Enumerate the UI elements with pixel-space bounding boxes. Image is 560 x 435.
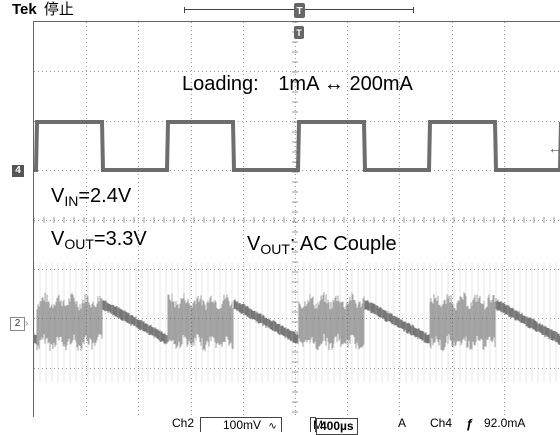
trigger-position-marker: T	[294, 3, 305, 18]
timebase-readout[interactable]: M 400µs	[310, 417, 358, 435]
scope-header: Tek 停止 T	[0, 0, 560, 20]
vout-annotation: VOUT=3.3V	[51, 228, 147, 252]
graticule	[34, 22, 559, 415]
delta-indicator: A	[398, 416, 407, 430]
loading-annotation: Loading: 1mA ↔ 200mA	[182, 73, 413, 95]
vout-ac-couple-annotation: VOUT: AC Couple	[247, 233, 397, 257]
rising-edge-icon: ƒ	[466, 416, 474, 431]
trigger-level-marker: T ←	[294, 26, 560, 156]
ch2-label: Ch2	[172, 416, 195, 430]
svg-text:←: ←	[548, 140, 560, 156]
readout-bar: Ch2 100mV ∿ M 400µs A Ch4 ƒ 92.0mA	[0, 416, 560, 435]
brand-status: Tek 停止	[12, 2, 74, 18]
vin-annotation: VIN=2.4V	[51, 185, 132, 209]
ch2-ground-marker[interactable]: 2 ›	[10, 317, 28, 331]
waveform-display: T ← Loading: 1mA ↔ 200mA VIN=2.4V VOUT=3…	[33, 21, 560, 417]
trigger-glyph: T	[296, 28, 302, 38]
waveform-traces	[34, 120, 560, 382]
acquisition-status: 停止	[43, 1, 74, 18]
ac-coupling-icon: ∿	[268, 421, 277, 432]
svg-text:T: T	[296, 6, 302, 17]
trigger-level: 92.0mA	[484, 416, 526, 430]
ch4-ground-marker[interactable]: 4	[12, 165, 24, 177]
trigger-source: Ch4	[430, 416, 453, 430]
ch2-scale[interactable]: 100mV ∿	[200, 417, 282, 432]
brand-logo: Tek	[12, 1, 37, 18]
